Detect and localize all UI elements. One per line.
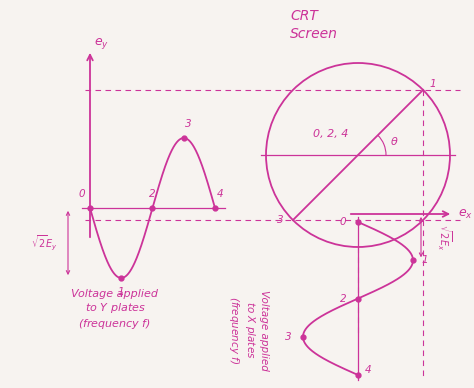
Text: 1: 1 [429, 79, 436, 89]
Text: 2: 2 [340, 293, 346, 303]
Text: $e_y$: $e_y$ [94, 36, 109, 51]
Text: 1: 1 [118, 287, 125, 297]
Text: 1: 1 [422, 255, 428, 265]
Text: 4: 4 [217, 189, 223, 199]
Text: $e_x$: $e_x$ [458, 208, 473, 220]
Text: 2: 2 [149, 189, 156, 199]
Text: Screen: Screen [290, 27, 338, 41]
Text: 3: 3 [277, 215, 283, 225]
Text: 3: 3 [285, 332, 292, 342]
Text: 4: 4 [365, 365, 371, 375]
Text: 3: 3 [185, 119, 192, 129]
Text: 0: 0 [340, 217, 346, 227]
Text: Voltage applied
to $X$ plates
(frequency $f$): Voltage applied to $X$ plates (frequency… [227, 289, 269, 371]
Text: 0, 2, 4: 0, 2, 4 [313, 129, 348, 139]
Text: 0: 0 [79, 189, 85, 199]
Text: $\theta$: $\theta$ [390, 135, 399, 147]
Text: Voltage applied
to $Y$ plates
(frequency $f$): Voltage applied to $Y$ plates (frequency… [72, 289, 158, 331]
Text: $\sqrt{2}E_x$: $\sqrt{2}E_x$ [435, 224, 454, 251]
Text: $\sqrt{2}E_y$: $\sqrt{2}E_y$ [31, 234, 57, 253]
Text: CRT: CRT [290, 9, 318, 23]
